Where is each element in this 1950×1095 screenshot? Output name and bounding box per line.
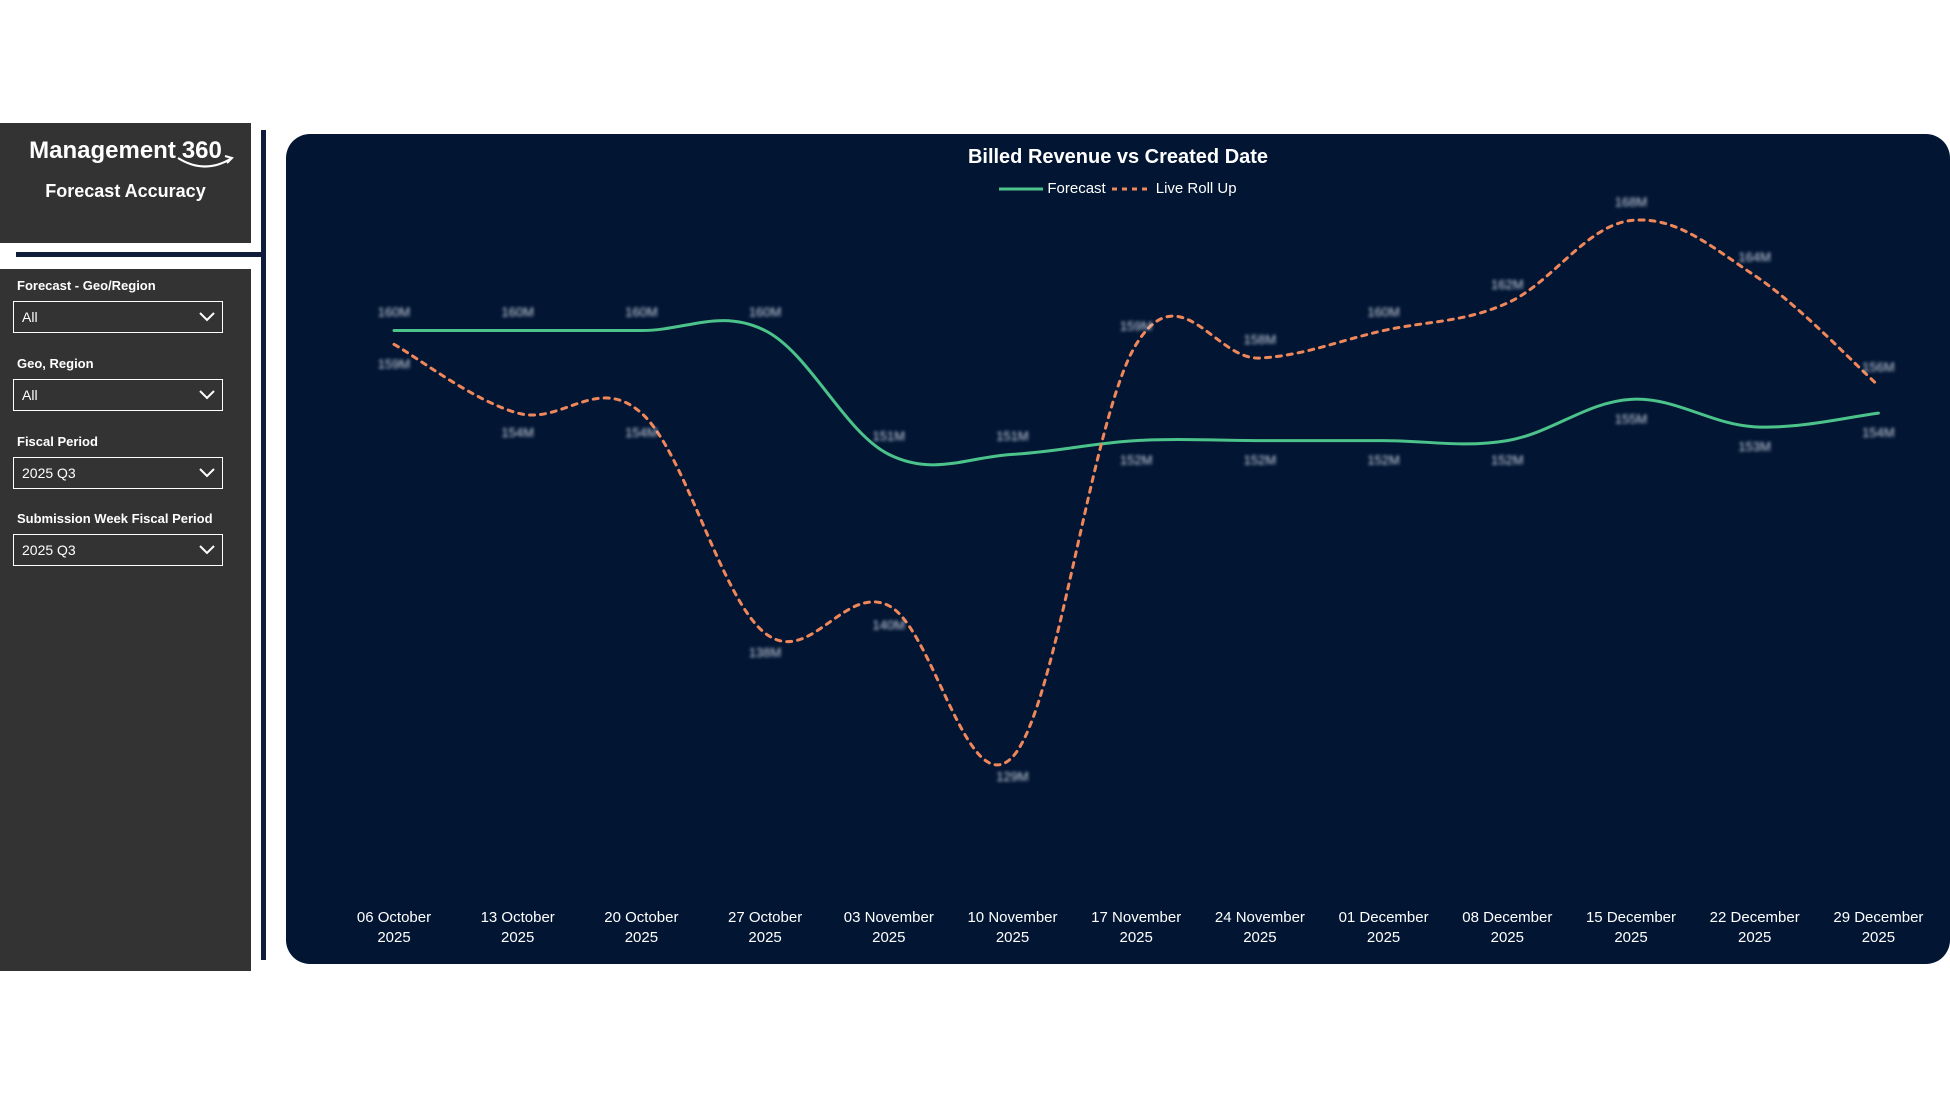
geo-region-dropdown-value: All: [22, 309, 38, 325]
data-label-forecast: 160M: [378, 305, 411, 320]
chart-title: Billed Revenue vs Created Date: [967, 146, 1269, 168]
data-label-forecast: 154M: [1862, 425, 1895, 440]
filter-label-geo-region: Forecast - Geo/Region: [17, 278, 156, 293]
data-label-forecast: 160M: [749, 305, 782, 320]
x-tick-label: 24 November 2025: [1215, 909, 1305, 946]
data-label-live-roll-up: 158M: [1244, 332, 1277, 347]
x-tick-label: 10 November 2025: [967, 909, 1057, 946]
data-label-forecast: 155M: [1615, 411, 1648, 426]
data-label-live-roll-up: 154M: [501, 425, 534, 440]
x-tick-label: 01 December 2025: [1339, 909, 1429, 946]
legend-forecast-swatch: [999, 187, 1044, 190]
legend-live-roll-up-label: Live Roll Up: [1155, 180, 1237, 197]
filter-panel: Forecast - Geo/Region All Geo, Region Al…: [0, 269, 251, 971]
geo-region-2-dropdown[interactable]: All: [13, 379, 223, 411]
data-label-forecast: 153M: [1738, 439, 1771, 454]
data-label-live-roll-up: 159M: [1120, 318, 1153, 333]
data-label-live-roll-up: 154M: [625, 425, 658, 440]
geo-region-2-dropdown-value: All: [22, 387, 38, 403]
x-tick-label: 03 November 2025: [844, 909, 934, 946]
data-label-forecast: 151M: [996, 428, 1029, 443]
data-label-forecast: 152M: [1367, 453, 1400, 468]
fiscal-period-dropdown[interactable]: 2025 Q3: [13, 457, 223, 489]
chevron-down-icon: [199, 468, 215, 478]
horizontal-divider: [16, 252, 262, 257]
series-line-live-roll-up[interactable]: [392, 218, 1880, 767]
brand-number-wrap: 360: [177, 137, 234, 168]
series-line-forecast[interactable]: [392, 319, 1880, 467]
data-label-live-roll-up: 138M: [749, 645, 782, 660]
data-label-forecast: 152M: [1120, 453, 1153, 468]
brand-logo: Management 360: [0, 137, 251, 168]
data-label-live-roll-up: 159M: [378, 356, 411, 371]
x-tick-label: 08 December 2025: [1462, 909, 1552, 946]
fiscal-period-dropdown-value: 2025 Q3: [22, 465, 76, 481]
data-label-live-roll-up: 168M: [1615, 195, 1648, 210]
data-label-forecast: 160M: [501, 305, 534, 320]
data-label-live-roll-up: 156M: [1862, 360, 1895, 375]
x-tick-label: 29 December 2025: [1833, 909, 1923, 946]
data-label-live-roll-up: 140M: [873, 618, 906, 633]
chevron-down-icon: [199, 312, 215, 322]
brand-arc-icon: [177, 155, 234, 168]
header-panel: Management 360 Forecast Accuracy: [0, 123, 251, 243]
data-label-live-roll-up: 129M: [996, 769, 1029, 784]
line-chart: 160M 160M 160M 160M 151M 151M 152M 152M 152M 152M…: [357, 195, 1924, 946]
data-label-forecast: 160M: [625, 305, 658, 320]
brand-text: Management: [29, 137, 176, 164]
data-label-live-roll-up: 162M: [1491, 277, 1524, 292]
legend-forecast-label: Forecast: [1047, 180, 1106, 197]
data-label-forecast: 151M: [873, 428, 906, 443]
filter-label-submission-week: Submission Week Fiscal Period: [17, 511, 213, 526]
vertical-divider: [261, 130, 266, 960]
page-subtitle: Forecast Accuracy: [45, 181, 206, 201]
x-tick-label: 13 October 2025: [481, 909, 555, 946]
x-tick-label: 27 October 2025: [728, 909, 802, 946]
chart-legend: Forecast Live Roll Up: [286, 180, 1950, 197]
data-label-forecast: 152M: [1244, 453, 1277, 468]
legend-live-roll-up-swatch: [1111, 187, 1152, 190]
data-label-forecast: 152M: [1491, 453, 1524, 468]
chevron-down-icon: [199, 545, 215, 555]
filter-label-fiscal-period: Fiscal Period: [17, 434, 98, 449]
x-tick-label: 20 October 2025: [604, 909, 678, 946]
data-label-live-roll-up: 160M: [1367, 305, 1400, 320]
x-tick-label: 15 December 2025: [1586, 909, 1676, 946]
submission-week-dropdown[interactable]: 2025 Q3: [13, 534, 223, 566]
submission-week-dropdown-value: 2025 Q3: [22, 542, 76, 558]
brand-number: 360: [181, 137, 222, 164]
chart-card: Billed Revenue vs Created Date Forecast …: [286, 134, 1950, 964]
filter-label-geo-region-2: Geo, Region: [17, 356, 94, 371]
legend-item-forecast[interactable]: Forecast: [999, 180, 1106, 197]
x-tick-label: 22 December 2025: [1710, 909, 1800, 946]
x-tick-label: 06 October 2025: [357, 909, 431, 946]
legend-item-live-roll-up[interactable]: Live Roll Up: [1111, 180, 1237, 197]
data-label-live-roll-up: 164M: [1738, 250, 1771, 265]
chevron-down-icon: [199, 390, 215, 400]
geo-region-dropdown[interactable]: All: [13, 301, 223, 333]
x-tick-label: 17 November 2025: [1091, 909, 1181, 946]
